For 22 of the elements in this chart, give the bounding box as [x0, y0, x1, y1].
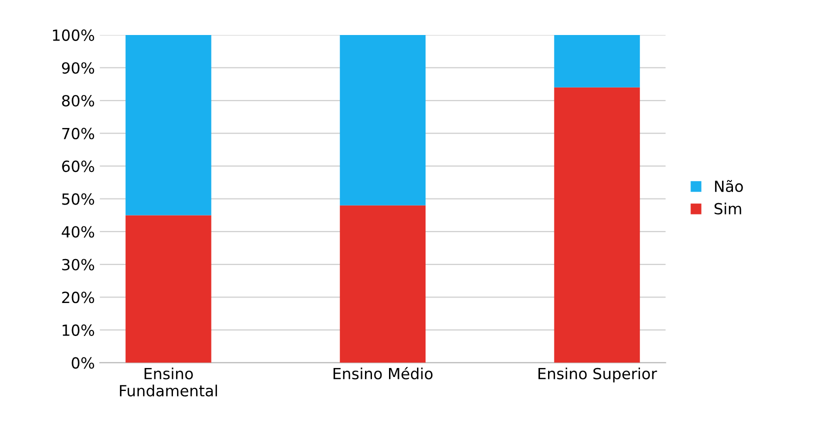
bar — [126, 34, 212, 216]
y-tick-label: 10% — [62, 324, 94, 336]
y-tick-label: 0% — [72, 357, 94, 369]
legend-label: Sim — [714, 202, 742, 214]
y-tick-label: 70% — [62, 128, 94, 140]
legend-label: Não — [715, 180, 743, 192]
y-tick-label: 30% — [62, 258, 94, 270]
y-tick-label: 80% — [62, 94, 94, 107]
y-tick-label: 50% — [62, 193, 94, 205]
y-tick-label: 90% — [62, 62, 94, 74]
bar — [340, 205, 426, 363]
y-tick-label: 20% — [62, 292, 94, 304]
y-tick-label: 60% — [62, 160, 94, 172]
bar — [554, 34, 640, 88]
bar — [554, 87, 640, 363]
y-tick-label: 40% — [62, 226, 94, 238]
x-tick-label: Ensino Fundamental — [120, 368, 217, 397]
bar — [340, 34, 426, 206]
y-tick-label: 100% — [52, 29, 94, 41]
x-tick-label: Ensino Médio — [334, 366, 433, 380]
x-tick-label: Ensino Superior — [538, 368, 658, 382]
bar — [126, 215, 212, 363]
